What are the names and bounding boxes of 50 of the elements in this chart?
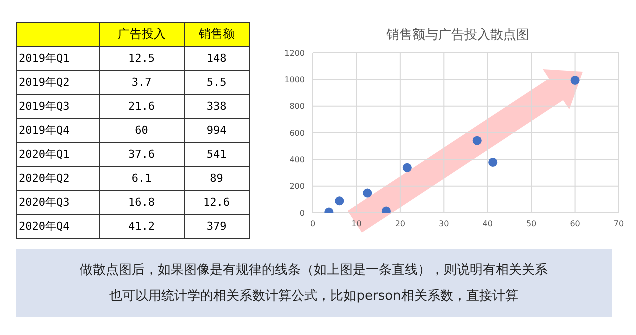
y-tick-label: 800 (290, 102, 305, 112)
data-label: 16.8 (100, 190, 184, 214)
point (335, 196, 344, 206)
data-label: 379 (184, 214, 250, 238)
category-label: 2019年Q4 (16, 118, 100, 142)
data-label: 5.5 (184, 70, 250, 94)
x-tick-label: 10 (352, 220, 362, 229)
y-tick-label: 1200 (284, 48, 305, 58)
data-label: 60 (100, 118, 184, 142)
category-label: 2019年Q3 (16, 94, 100, 118)
data-label: 541 (184, 142, 250, 166)
x-tick-label: 30 (439, 220, 450, 229)
category-label: 2020年Q4 (16, 214, 100, 238)
data-label: 6.1 (100, 166, 184, 190)
category-label: 2019年Q2 (16, 70, 100, 94)
data-label: 12.5 (100, 46, 184, 70)
y-tick-label: 600 (290, 128, 305, 138)
point (472, 136, 482, 146)
data-label: 12.6 (184, 190, 250, 214)
text: 做散点图后，如果图像是有规律的线条（如上图是一条直线），则说明有相关关系 (80, 262, 548, 279)
x-tick-label: 60 (570, 220, 580, 229)
text: 广告投入 (100, 22, 184, 46)
y-tick-label: 200 (290, 182, 305, 192)
x-tick-label: 50 (526, 220, 537, 229)
category-label: 2020年Q1 (16, 142, 100, 166)
data-label: 148 (184, 46, 250, 70)
text: 也可以用统计学的相关系数计算公式，比如person相关系数，直接计算 (110, 288, 518, 305)
chart-title: 销售额与广告投入散点图 (386, 27, 530, 44)
point (363, 188, 372, 198)
point (570, 76, 580, 85)
point (488, 158, 498, 167)
data-label: 37.6 (100, 142, 184, 166)
point (402, 163, 412, 172)
data-label: 994 (184, 118, 250, 142)
x-tick-label: 0 (310, 220, 316, 229)
category-label: 2019年Q1 (16, 46, 100, 70)
y-tick-label: 400 (290, 156, 305, 165)
data-label: 3.7 (100, 70, 184, 94)
category-label: 2020年Q3 (16, 190, 100, 214)
category-label: 2020年Q2 (16, 166, 100, 190)
data-label: 338 (184, 94, 250, 118)
y-tick-label: 0 (300, 208, 305, 218)
x-tick-label: 40 (482, 220, 493, 229)
data-label: 21.6 (100, 94, 184, 118)
x-tick-label: 70 (614, 220, 624, 229)
x-tick-label: 20 (395, 220, 406, 229)
data-label: 41.2 (100, 214, 184, 238)
data-label: 89 (184, 166, 250, 190)
text: 销售额 (184, 22, 250, 46)
y-tick-label: 1000 (284, 76, 305, 85)
